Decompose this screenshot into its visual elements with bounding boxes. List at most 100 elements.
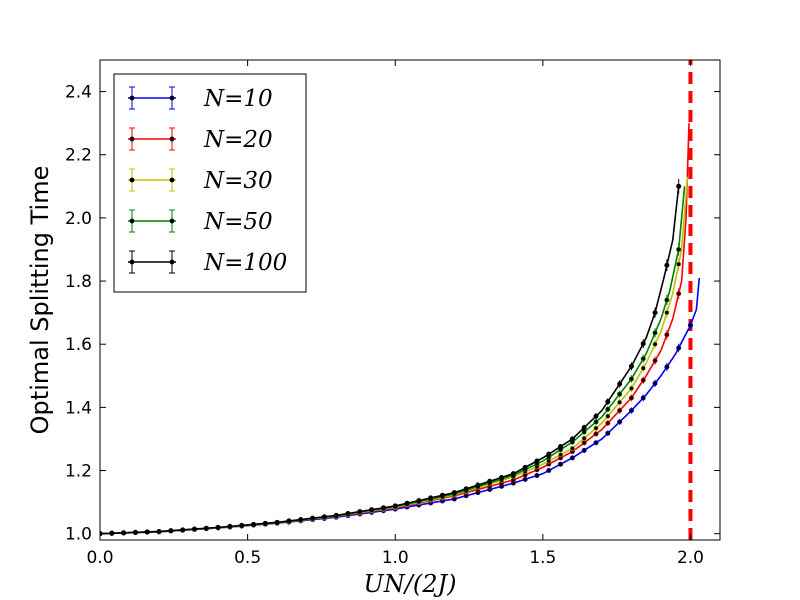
data-point (144, 529, 150, 535)
data-point (617, 391, 623, 397)
data-point (369, 507, 375, 513)
data-point (664, 364, 670, 370)
x-tick-label: 0.5 (234, 548, 261, 568)
data-point (593, 425, 599, 431)
y-tick-label: 2.4 (65, 83, 92, 103)
data-point (664, 310, 670, 316)
data-point (676, 246, 682, 252)
data-point (333, 512, 339, 518)
data-point (121, 530, 127, 536)
data-point (416, 498, 422, 504)
data-point (168, 528, 174, 534)
plot-frame (99, 59, 721, 541)
series-n-100 (100, 178, 682, 537)
data-point (652, 341, 658, 347)
data-point (522, 464, 528, 470)
data-point (605, 399, 611, 405)
data-point (310, 515, 316, 521)
data-point (203, 525, 209, 531)
data-point (664, 332, 670, 338)
x-tick-label: 1.5 (529, 548, 556, 568)
data-point (605, 420, 611, 426)
legend-marker (169, 218, 175, 224)
data-point (676, 345, 682, 351)
data-point (569, 455, 575, 461)
legend-marker (169, 136, 175, 142)
series-line (100, 186, 680, 535)
data-point (640, 395, 646, 401)
legend-entry: N=100 (128, 250, 287, 276)
data-point (628, 395, 634, 401)
data-point (109, 530, 115, 536)
data-point (569, 445, 575, 451)
data-point (628, 363, 634, 369)
data-point (487, 478, 493, 484)
data-point (321, 514, 327, 520)
data-point (558, 461, 564, 467)
y-tick-label: 2.0 (65, 209, 92, 229)
data-point (428, 495, 434, 501)
data-point (617, 381, 623, 387)
legend-label: N=30 (203, 168, 273, 194)
y-tick-label: 1.8 (65, 272, 92, 292)
data-point (475, 482, 481, 488)
data-point (581, 440, 587, 446)
data-point (215, 524, 221, 530)
data-point (581, 447, 587, 453)
data-point (345, 510, 351, 516)
y-axis-label: Optimal Splitting Time (26, 166, 54, 435)
data-point (581, 429, 587, 435)
data-point (286, 518, 292, 524)
data-point (227, 523, 233, 529)
x-tick-label: 2.0 (677, 548, 704, 568)
legend-entry: N=50 (128, 209, 273, 235)
y-tick-label: 1.6 (65, 335, 92, 355)
data-point (546, 468, 552, 474)
data-point (239, 522, 245, 528)
data-point (605, 413, 611, 419)
data-point (640, 365, 646, 371)
y-tick-label: 1.2 (65, 462, 92, 482)
data-point (593, 419, 599, 425)
data-point (593, 413, 599, 419)
data-point (581, 425, 587, 431)
legend-label: N=10 (203, 86, 273, 112)
data-point (628, 408, 634, 414)
data-point (664, 297, 670, 303)
data-point (605, 430, 611, 436)
legend-marker (169, 177, 175, 183)
data-point (499, 474, 505, 480)
y-tick-label: 2.2 (65, 146, 92, 166)
legend-marker (129, 95, 135, 101)
data-point (298, 517, 304, 523)
data-point (404, 500, 410, 506)
legend-label: N=100 (203, 250, 287, 276)
y-tick-label: 1.0 (65, 525, 92, 545)
data-point (558, 452, 564, 458)
data-point (628, 376, 634, 382)
legend-label: N=20 (203, 127, 273, 153)
data-point (676, 261, 682, 267)
legend-entry: N=20 (128, 127, 273, 153)
data-point (652, 330, 658, 336)
data-point (569, 436, 575, 442)
legend-marker (169, 95, 175, 101)
data-point (522, 476, 528, 482)
data-point (593, 431, 599, 437)
data-point (180, 527, 186, 533)
legend-marker (169, 259, 175, 265)
data-point (652, 380, 658, 386)
data-point (439, 492, 445, 498)
data-point (558, 444, 564, 450)
data-point (687, 322, 693, 328)
x-tick-label: 1.0 (382, 548, 409, 568)
data-point (251, 521, 257, 527)
data-point (581, 435, 587, 441)
data-point (156, 528, 162, 534)
data-point (640, 377, 646, 383)
data-point (262, 520, 268, 526)
data-point (546, 451, 552, 457)
data-point (628, 385, 634, 391)
y-tick-label: 1.4 (65, 398, 92, 418)
